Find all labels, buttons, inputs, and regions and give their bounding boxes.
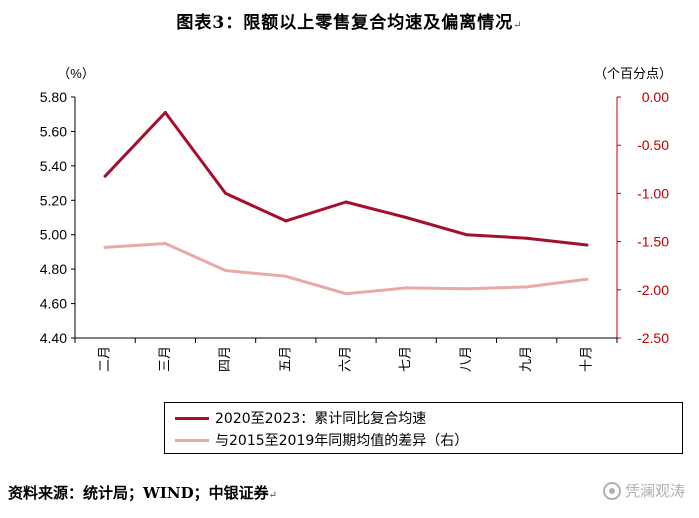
- right-axis-unit-label: （个百分点）: [594, 66, 672, 81]
- series-2-point: [163, 242, 167, 246]
- legend-swatch-series-2: [175, 438, 209, 442]
- series-1-point: [464, 233, 468, 237]
- series-1-point: [163, 110, 167, 114]
- series-2-point: [224, 269, 228, 273]
- x-axis-tick-label: 五月: [278, 346, 293, 372]
- axes-layer: 5.80 5.60 5.40 5.20 5.00 4.80 4.60 4.40 0.00 -0.5…: [40, 89, 669, 372]
- series-2-point: [284, 274, 288, 278]
- legend-swatch-series-1: [175, 416, 209, 420]
- chart-legend: 2020至2023：累计同比复合均速 与2015至2019年同期均值的差异（右）: [164, 402, 683, 454]
- left-axis-tick-label: 5.00: [40, 227, 67, 243]
- watermark-text: 凭澜观涛: [624, 482, 685, 500]
- series-line-1: [103, 111, 589, 247]
- series-1-point: [404, 216, 408, 219]
- source-note: 资料来源：统计局；WIND；中银证券↵: [8, 484, 277, 502]
- x-axis-tick-label: 九月: [519, 346, 534, 372]
- series-2-point: [464, 287, 468, 291]
- x-axis-tick-label: 六月: [339, 346, 354, 372]
- series-1-point: [284, 219, 288, 223]
- series-1-point: [103, 174, 107, 178]
- legend-label-series-1: 2020至2023：累计同比复合均速: [215, 411, 427, 427]
- series-layer: [103, 110, 589, 296]
- right-axis-tick-label: -0.50: [637, 137, 669, 153]
- series-1-point: [224, 191, 228, 195]
- x-axis-tick-label: 十月: [579, 346, 594, 372]
- right-axis-tick-label: -1.00: [637, 185, 669, 201]
- series-2-point: [404, 286, 408, 290]
- x-axis-tick-label: 七月: [399, 346, 414, 372]
- source-return-mark: ↵: [268, 490, 277, 501]
- left-axis-tick-label: 4.60: [40, 296, 67, 312]
- return-mark: ↵: [513, 20, 523, 31]
- series-2-point: [103, 245, 107, 249]
- series-2-point: [585, 277, 589, 281]
- legend-item-series-2: 与2015至2019年同期均值的差异（右）: [175, 430, 468, 450]
- legend-item-series-1: 2020至2023：累计同比复合均速: [175, 408, 426, 428]
- series-line-2: [103, 242, 589, 296]
- series-1-point: [525, 236, 529, 240]
- wechat-icon: [602, 481, 621, 500]
- series-1-point: [585, 243, 589, 247]
- left-axis-tick-label: 4.80: [40, 261, 67, 277]
- series-2-point: [525, 285, 529, 289]
- left-axis-tick-label: 4.40: [40, 330, 67, 346]
- right-axis-tick-label: -2.00: [637, 282, 669, 298]
- left-axis-tick-label: 5.20: [40, 192, 67, 208]
- right-axis-tick-label: 0.00: [642, 89, 669, 105]
- left-axis-tick-label: 5.60: [40, 123, 67, 139]
- series-2-point: [344, 292, 348, 296]
- figure-title: 图表3：限额以上零售复合均速及偏离情况↵: [176, 13, 523, 33]
- left-axis-tick-label: 5.80: [40, 89, 67, 105]
- right-axis-tick-label: -1.50: [637, 234, 669, 250]
- left-axis-unit-label: （%）: [57, 66, 95, 81]
- right-axis-tick-label: -2.50: [637, 330, 669, 346]
- x-axis-tick-label: 二月: [98, 346, 113, 372]
- series-1-point: [344, 200, 348, 204]
- x-axis-tick-label: 四月: [218, 346, 233, 372]
- x-axis-tick-label: 八月: [459, 346, 474, 372]
- legend-label-series-2: 与2015至2019年同期均值的差异（右）: [215, 433, 469, 449]
- watermark: 凭澜观涛: [602, 480, 685, 501]
- x-axis-tick-label: 三月: [158, 346, 173, 372]
- left-axis-tick-label: 5.40: [40, 158, 67, 174]
